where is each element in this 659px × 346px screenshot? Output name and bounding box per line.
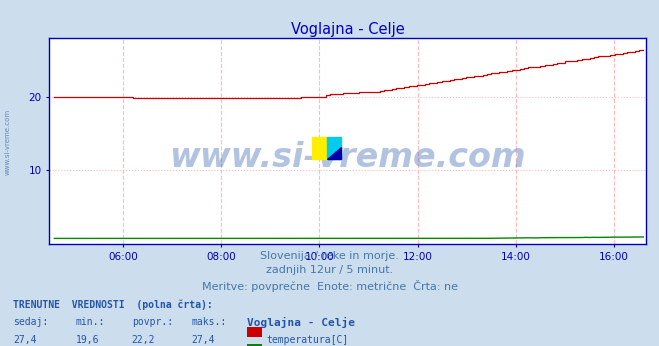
Text: www.si-vreme.com: www.si-vreme.com [5,109,11,175]
Text: www.si-vreme.com: www.si-vreme.com [169,141,526,174]
Text: temperatura[C]: temperatura[C] [267,335,349,345]
Polygon shape [327,147,341,160]
Text: 22,2: 22,2 [132,335,156,345]
Text: 27,4: 27,4 [191,335,215,345]
Text: 19,6: 19,6 [76,335,100,345]
Text: 27,4: 27,4 [13,335,37,345]
Polygon shape [312,137,327,160]
Title: Voglajna - Celje: Voglajna - Celje [291,22,405,37]
Text: Slovenija / reke in morje.: Slovenija / reke in morje. [260,251,399,261]
Text: sedaj:: sedaj: [13,317,48,327]
Text: Meritve: povprečne  Enote: metrične  Črta: ne: Meritve: povprečne Enote: metrične Črta:… [202,280,457,292]
Text: zadnjih 12ur / 5 minut.: zadnjih 12ur / 5 minut. [266,265,393,275]
Text: maks.:: maks.: [191,317,226,327]
Text: Voglajna - Celje: Voglajna - Celje [247,317,355,328]
Text: TRENUTNE  VREDNOSTI  (polna črta):: TRENUTNE VREDNOSTI (polna črta): [13,299,213,310]
Text: povpr.:: povpr.: [132,317,173,327]
Text: min.:: min.: [76,317,105,327]
Polygon shape [327,137,341,160]
